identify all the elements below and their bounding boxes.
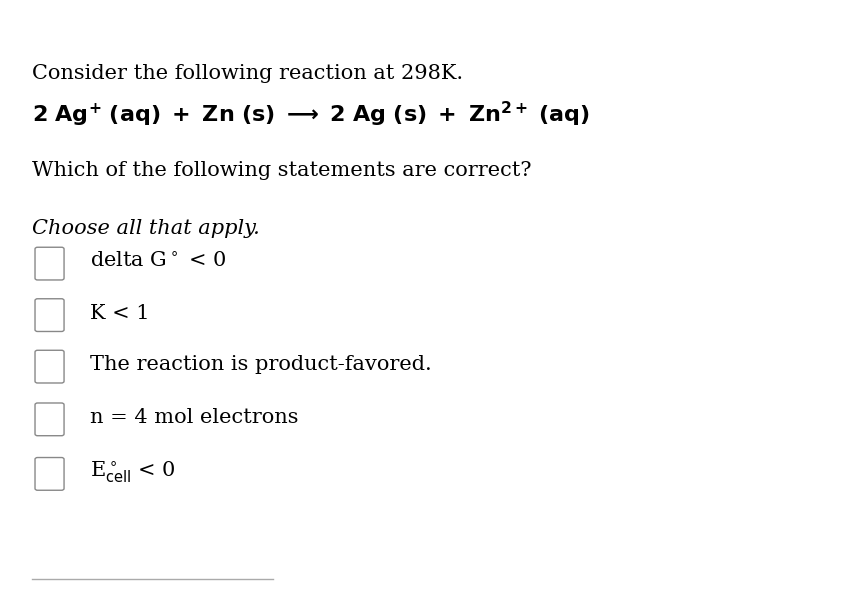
Text: n = 4 mol electrons: n = 4 mol electrons: [90, 408, 298, 427]
Text: K < 1: K < 1: [90, 304, 149, 323]
Text: E$^\circ_{\mathrm{cell}}$ < 0: E$^\circ_{\mathrm{cell}}$ < 0: [90, 459, 176, 485]
Text: The reaction is product-favored.: The reaction is product-favored.: [90, 355, 431, 375]
Text: Which of the following statements are correct?: Which of the following statements are co…: [32, 161, 531, 179]
Text: delta G$^\circ$ < 0: delta G$^\circ$ < 0: [90, 252, 226, 271]
Text: Consider the following reaction at 298K.: Consider the following reaction at 298K.: [32, 64, 463, 82]
Text: $\mathbf{2\ Ag^{+}\ (aq)\ +\ Zn\ (s)\ \longrightarrow\ 2\ Ag\ (s)\ +\ Zn^{2+}\ (: $\mathbf{2\ Ag^{+}\ (aq)\ +\ Zn\ (s)\ \l…: [32, 100, 589, 129]
Text: Choose all that apply.: Choose all that apply.: [32, 219, 260, 238]
